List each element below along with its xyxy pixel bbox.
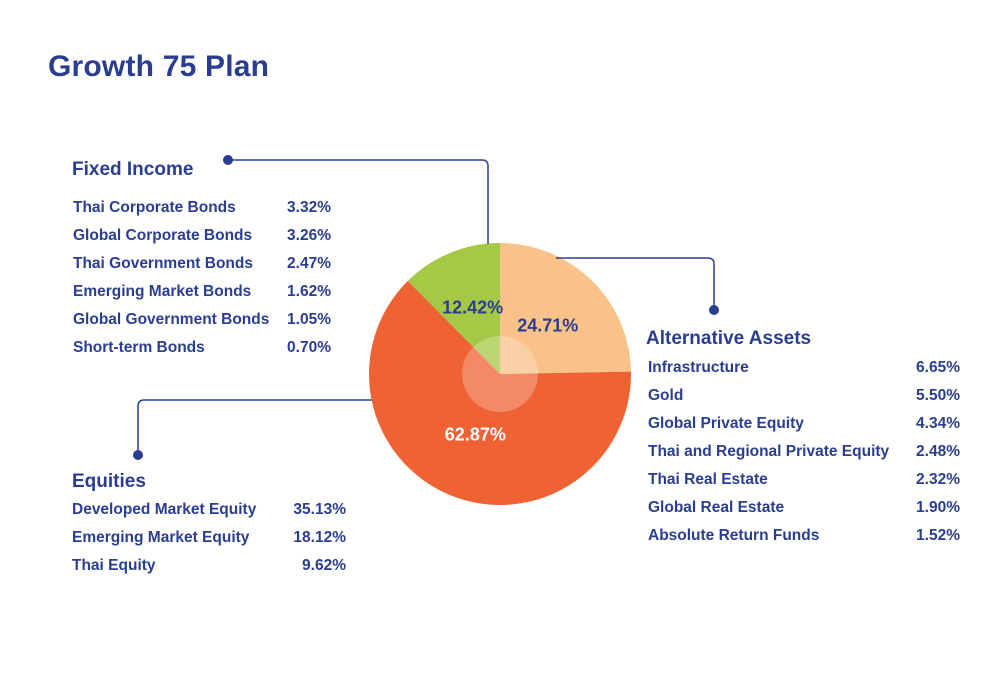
fixed-income-heading: Fixed Income [72,159,194,180]
pie-slice-label: 24.71% [517,315,578,335]
item-value: 1.90% [916,499,960,516]
alternative-assets-connector-line [556,257,715,310]
item-value: 35.13% [293,501,346,518]
item-name: Short-term Bonds [73,339,205,356]
item-value: 9.62% [302,557,346,574]
item-value: 2.47% [287,255,331,272]
table-row: Gold 5.50% [648,382,960,410]
table-row: Absolute Return Funds 1.52% [648,522,960,550]
equities-table: Developed Market Equity 35.13% Emerging … [72,496,346,580]
item-value: 0.70% [287,339,331,356]
pie-slice-equities [369,280,631,505]
table-row: Thai and Regional Private Equity 2.48% [648,438,960,466]
pie-center-highlight [462,336,538,412]
item-name: Global Real Estate [648,499,785,516]
item-value: 2.32% [916,471,960,488]
item-value: 2.48% [916,443,960,460]
item-value: 1.52% [916,527,960,544]
item-name: Global Private Equity [648,415,804,432]
item-name: Global Corporate Bonds [73,227,253,244]
item-name: Infrastructure [648,359,749,376]
alternative-assets-table: Infrastructure 6.65% Gold 5.50% Global P… [648,354,960,550]
item-value: 1.62% [287,283,331,300]
equities-heading: Equities [72,471,146,492]
item-name: Absolute Return Funds [648,527,820,544]
table-row: Global Corporate Bonds 3.26% [73,222,331,250]
table-row: Short-term Bonds 0.70% [73,334,331,362]
table-row: Global Real Estate 1.90% [648,494,960,522]
item-value: 6.65% [916,359,960,376]
item-value: 18.12% [293,529,346,546]
item-value: 3.32% [287,199,331,216]
table-row: Developed Market Equity 35.13% [72,496,346,524]
item-name: Developed Market Equity [72,501,257,518]
pie-slice-label: 12.42% [442,297,503,317]
equities-connector-line [137,399,372,455]
table-row: Emerging Market Bonds 1.62% [73,278,331,306]
table-row: Thai Government Bonds 2.47% [73,250,331,278]
item-value: 3.26% [287,227,331,244]
fixed-income-connector-line [228,159,489,244]
table-row: Emerging Market Equity 18.12% [72,524,346,552]
item-value: 4.34% [916,415,960,432]
item-name: Global Government Bonds [73,311,270,328]
fixed-income-table: Thai Corporate Bonds 3.32% Global Corpor… [73,194,331,362]
item-value: 1.05% [287,311,331,328]
alternative-assets-heading: Alternative Assets [646,328,812,349]
item-name: Thai and Regional Private Equity [648,443,890,460]
pie-slice-alternative-assets [500,243,631,374]
item-name: Emerging Market Bonds [73,283,252,300]
item-name: Emerging Market Equity [72,529,250,546]
alternative-assets-connector-dot [709,305,719,315]
table-row: Infrastructure 6.65% [648,354,960,382]
table-row: Thai Real Estate 2.32% [648,466,960,494]
fixed-income-connector-dot [223,155,233,165]
item-value: 5.50% [916,387,960,404]
item-name: Gold [648,387,684,404]
page-title: Growth 75 Plan [48,50,270,83]
pie-slice-fixed-income [407,243,500,374]
table-row: Global Government Bonds 1.05% [73,306,331,334]
item-name: Thai Equity [72,557,156,574]
pie-slice-label: 62.87% [445,425,506,445]
table-row: Thai Corporate Bonds 3.32% [73,194,331,222]
item-name: Thai Government Bonds [73,255,253,272]
item-name: Thai Corporate Bonds [73,199,236,216]
table-row: Thai Equity 9.62% [72,552,346,580]
item-name: Thai Real Estate [648,471,768,488]
equities-connector-dot [133,450,143,460]
table-row: Global Private Equity 4.34% [648,410,960,438]
